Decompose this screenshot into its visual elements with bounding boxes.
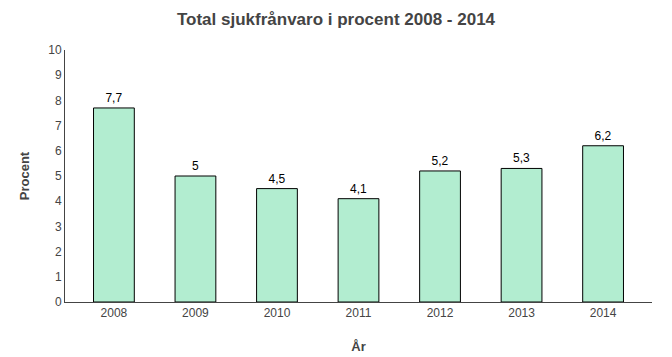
svg-text:2013: 2013 xyxy=(508,306,535,320)
svg-text:5: 5 xyxy=(192,159,199,173)
svg-text:7,7: 7,7 xyxy=(105,91,122,105)
svg-text:2012: 2012 xyxy=(427,306,454,320)
svg-text:4,1: 4,1 xyxy=(350,182,367,196)
svg-text:2: 2 xyxy=(55,245,62,259)
svg-text:2008: 2008 xyxy=(101,306,128,320)
svg-text:2011: 2011 xyxy=(346,306,372,320)
svg-text:Total sjukfrånvaro i procent 2: Total sjukfrånvaro i procent 2008 - 2014 xyxy=(177,10,496,29)
svg-text:2010: 2010 xyxy=(264,306,291,320)
svg-text:3: 3 xyxy=(55,220,62,234)
svg-text:10: 10 xyxy=(48,43,62,57)
svg-text:6: 6 xyxy=(55,144,62,158)
svg-text:5,2: 5,2 xyxy=(432,154,449,168)
svg-text:8: 8 xyxy=(55,94,62,108)
svg-text:2009: 2009 xyxy=(182,306,209,320)
svg-text:6,2: 6,2 xyxy=(595,129,612,143)
svg-text:År: År xyxy=(351,339,365,354)
svg-text:0: 0 xyxy=(55,295,62,309)
svg-text:7: 7 xyxy=(55,119,62,133)
svg-text:Procent: Procent xyxy=(17,151,32,200)
svg-text:5,3: 5,3 xyxy=(513,151,530,165)
svg-text:4: 4 xyxy=(55,194,62,208)
svg-text:9: 9 xyxy=(55,68,62,82)
svg-text:2014: 2014 xyxy=(590,306,617,320)
svg-text:1: 1 xyxy=(55,270,62,284)
svg-text:5: 5 xyxy=(55,169,62,183)
svg-text:4,5: 4,5 xyxy=(268,172,285,186)
